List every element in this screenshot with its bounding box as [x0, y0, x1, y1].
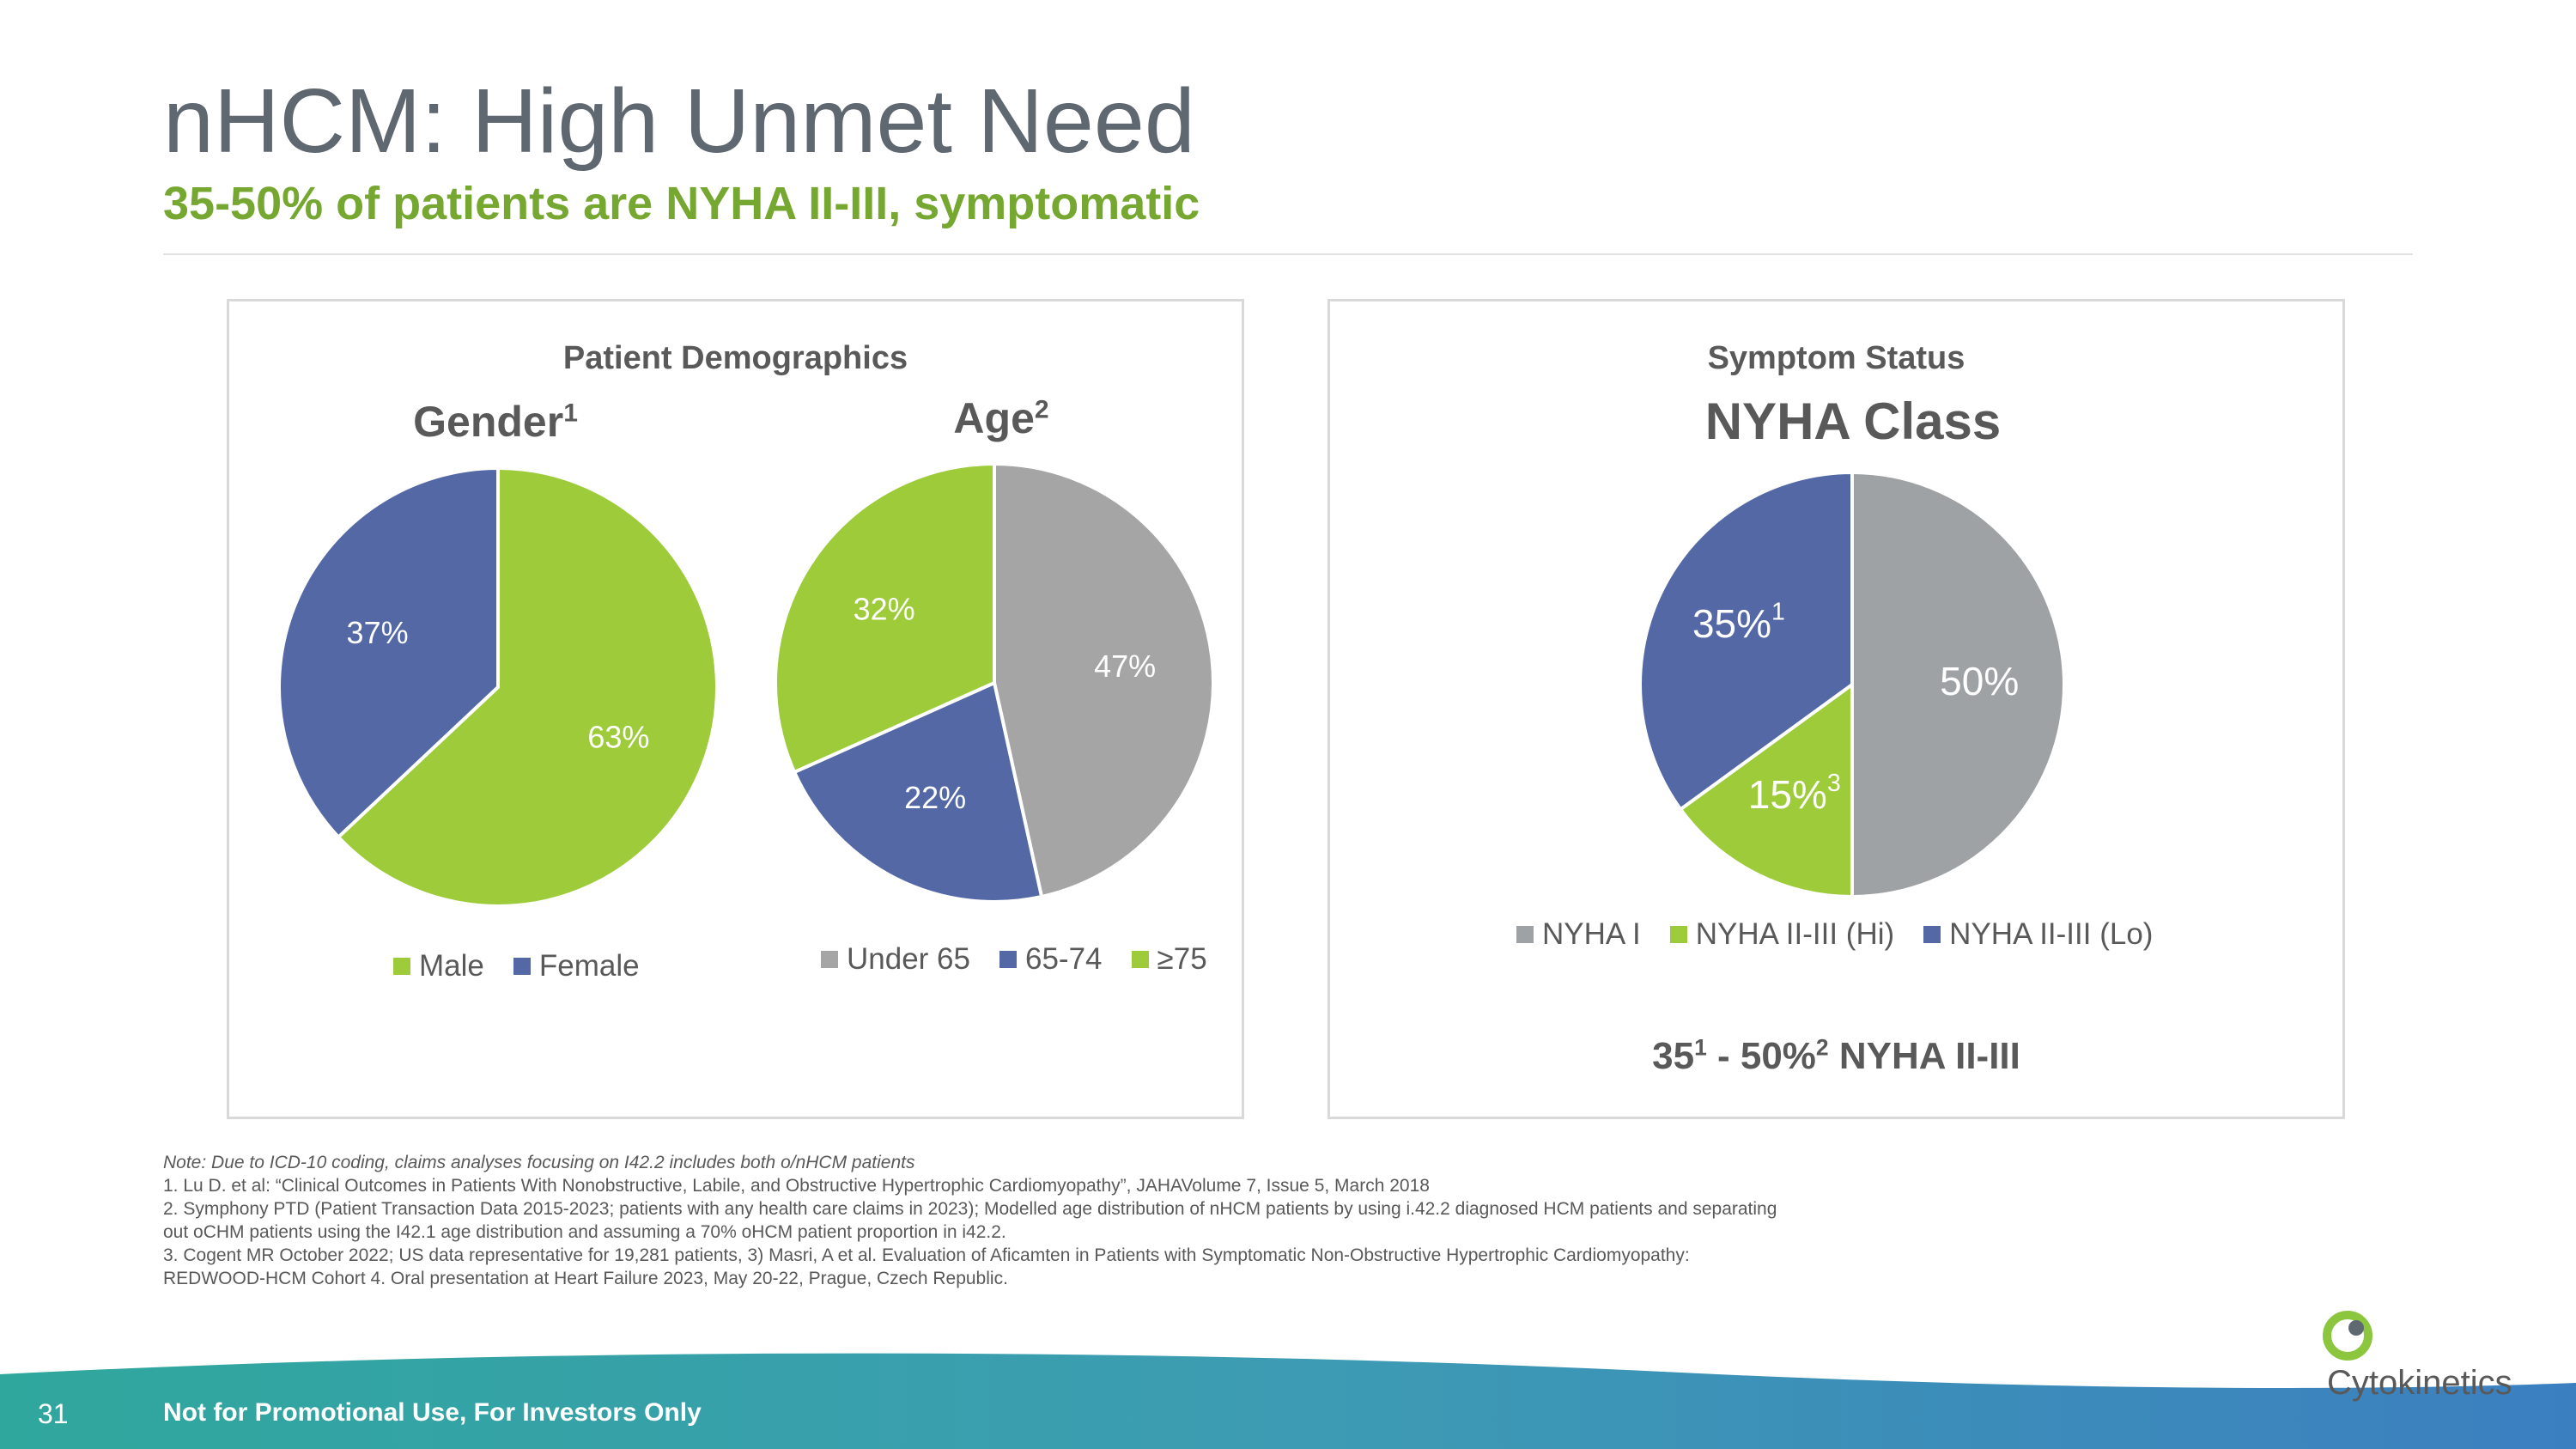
footnotes: Note: Due to ICD-10 coding, claims analy… — [163, 1151, 1966, 1290]
legend-swatch-75-plus — [1131, 951, 1149, 968]
patient-demographics-title: Patient Demographics — [562, 340, 908, 376]
legend-item-nyha-hi: NYHA II-III (Hi) — [1669, 917, 1894, 952]
nyha-chart-title: NYHA Class — [1704, 393, 2002, 450]
gender-pie-chart: 63% 37% — [277, 466, 719, 908]
legend-item-under-65: Under 65 — [821, 942, 970, 977]
nyha-legend: NYHA I NYHA II-III (Hi) NYHA II-III (Lo) — [1516, 917, 2153, 952]
legend-swatch-65-74 — [999, 951, 1017, 968]
pie-label--75: 32% — [854, 591, 915, 626]
legend-swatch-male — [393, 958, 410, 975]
pie-slice--75 — [774, 461, 996, 775]
legend-item-nyha-lo: NYHA II-III (Lo) — [1923, 917, 2153, 952]
footer-disclaimer: Not for Promotional Use, For Investors O… — [163, 1398, 702, 1427]
symptom-status-title: Symptom Status — [1707, 340, 1965, 376]
pie-slice-65-74 — [792, 680, 1044, 904]
footnote-line: REDWOOD-HCM Cohort 4. Oral presentation … — [163, 1269, 1008, 1288]
footnote-line: out oCHM patients using the I42.1 age di… — [163, 1222, 1006, 1242]
age-chart-title: Age2 — [953, 394, 1049, 442]
pie-slice-nyha-ii-iii-lo- — [1638, 470, 1854, 812]
page-number: 31 — [38, 1398, 69, 1429]
page-title: nHCM: High Unmet Need — [163, 70, 1195, 172]
pie-label-nyha-ii-iii-hi-: 15%3 — [1748, 769, 1841, 817]
legend-item-male: Male — [393, 949, 484, 983]
pie-label-female: 37% — [347, 615, 409, 650]
pie-label-male: 63% — [587, 719, 649, 754]
pie-label-nyha-i: 50% — [1940, 659, 2019, 703]
legend-swatch-nyha-lo — [1923, 926, 1941, 943]
legend-swatch-under-65 — [821, 951, 838, 968]
nyha-summary: 351 - 50%2 NYHA II-III — [1652, 1034, 2020, 1077]
pie-label-nyha-ii-iii-lo-: 35%1 — [1692, 598, 1785, 646]
footer-wave-band — [0, 1353, 2576, 1449]
legend-item-female: Female — [513, 949, 640, 983]
footnote-line: 3. Cogent MR October 2022; US data repre… — [163, 1245, 1690, 1265]
pie-slice-under-65 — [993, 461, 1215, 899]
pie-slice-nyha-ii-iii-hi- — [1678, 681, 1854, 899]
gender-chart-title: Gender1 — [413, 398, 578, 446]
legend-item-75-plus: ≥75 — [1131, 942, 1207, 977]
legend-swatch-nyha-i — [1516, 926, 1534, 943]
legend-item-65-74: 65-74 — [999, 942, 1103, 977]
page-subtitle: 35-50% of patients are NYHA II-III, symp… — [163, 178, 1200, 229]
legend-swatch-female — [513, 958, 531, 975]
footnote-line: 1. Lu D. et al: “Clinical Outcomes in Pa… — [163, 1176, 1430, 1196]
age-legend: Under 65 65-74 ≥75 — [821, 942, 1207, 977]
legend-item-nyha-i: NYHA I — [1516, 917, 1641, 952]
cytokinetics-logo-icon — [2323, 1311, 2372, 1361]
logo-text: Cytokinetics — [2327, 1364, 2512, 1402]
pie-slice-male — [336, 466, 719, 908]
footnote-line: 2. Symphony PTD (Patient Transaction Dat… — [163, 1199, 1777, 1219]
footnote-note: Note: Due to ICD-10 coding, claims analy… — [163, 1153, 915, 1172]
title-divider — [163, 253, 2413, 255]
age-pie-chart: 47% 22% 32% — [774, 461, 1215, 904]
pie-slice-female — [277, 466, 500, 840]
pie-slice-nyha-i — [1850, 470, 2066, 899]
gender-legend: Male Female — [393, 949, 640, 983]
legend-swatch-nyha-hi — [1669, 926, 1687, 943]
pie-label-65-74: 22% — [904, 780, 966, 815]
pie-label-under-65: 47% — [1094, 648, 1156, 684]
nyha-pie-chart: 50% 15%3 35%1 — [1638, 470, 2066, 899]
